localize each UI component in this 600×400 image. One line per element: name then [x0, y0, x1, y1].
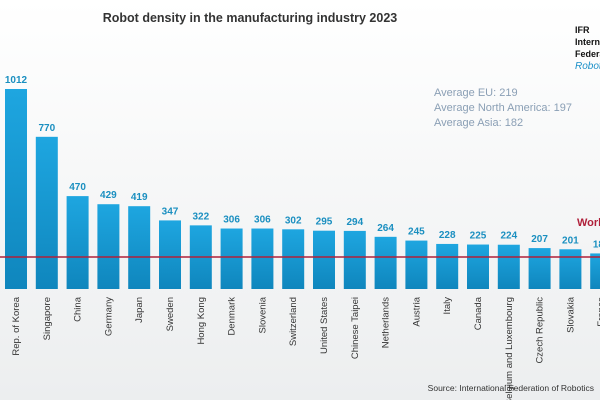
x-tick-label: Slovakia [565, 296, 576, 333]
bar [374, 236, 397, 289]
bar [220, 228, 243, 289]
x-tick-label: Slovenia [257, 296, 268, 333]
bar [467, 244, 489, 289]
x-tick-label: Canada [473, 296, 484, 330]
annotation: Average North America: 197 [434, 102, 572, 114]
x-tick-label: Singapore [42, 297, 53, 340]
bar [251, 228, 274, 289]
value-label: 419 [131, 192, 148, 203]
logo-text: Robotics [575, 61, 600, 72]
value-label: 470 [69, 182, 86, 193]
x-tick-label: Netherlands [381, 297, 392, 348]
reference-label: World average: 162 [577, 217, 600, 229]
chart-title: Robot density in the manufacturing indus… [103, 11, 398, 25]
value-label: 245 [408, 227, 425, 238]
x-tick-label: Italy [442, 297, 453, 315]
bar [313, 230, 335, 289]
bar [590, 253, 600, 289]
value-label: 306 [223, 215, 240, 226]
x-tick-label: Hong Kong [196, 297, 207, 345]
annotation: Average EU: 219 [434, 87, 518, 99]
value-label: 295 [316, 217, 333, 228]
value-label: 429 [100, 190, 117, 201]
x-tick-label: Japan [134, 297, 145, 323]
value-label: 322 [192, 211, 209, 222]
x-tick-label: Austria [411, 296, 422, 326]
bar [282, 229, 305, 289]
value-label: 201 [562, 235, 579, 246]
x-tick-label: United States [319, 297, 330, 354]
x-tick-label: Germany [103, 297, 114, 336]
bar [559, 249, 582, 289]
x-tick-label: Chinese Taipei [350, 297, 361, 359]
x-tick-label: China [73, 296, 84, 322]
value-label: 224 [500, 231, 517, 242]
value-label: 770 [38, 123, 55, 134]
bar [528, 248, 551, 289]
value-label: 1012 [5, 75, 28, 86]
logo-text: International [575, 37, 600, 47]
bar [66, 196, 89, 289]
source: Source: International Federation of Robo… [428, 383, 594, 393]
bar [35, 136, 58, 289]
bar [343, 230, 366, 289]
logo-text: Federation of [575, 49, 600, 59]
x-tick-label: Belgium and Luxembourg [504, 297, 515, 400]
value-label: 228 [439, 230, 456, 241]
value-label: 302 [285, 215, 302, 226]
annotation: Average Asia: 182 [434, 117, 523, 129]
value-label: 294 [346, 217, 363, 228]
logo-text: IFR [575, 25, 590, 35]
x-tick-label: Switzerland [288, 297, 299, 346]
bar [128, 206, 151, 289]
value-label: 180 [593, 239, 600, 250]
bar [159, 220, 181, 289]
x-tick-label: Rep. of Korea [11, 296, 22, 355]
x-tick-label: Denmark [227, 297, 238, 336]
bar [405, 240, 428, 289]
value-label: 347 [162, 206, 179, 217]
value-label: 225 [470, 231, 487, 242]
bar [436, 243, 459, 289]
bar [5, 88, 27, 289]
value-label: 264 [377, 223, 394, 234]
bar [497, 244, 520, 289]
x-tick-label: Czech Republic [535, 297, 546, 364]
bar [97, 204, 120, 289]
x-tick-label: France [596, 297, 600, 327]
value-label: 207 [531, 234, 548, 245]
value-label: 306 [254, 215, 271, 226]
x-tick-label: Sweden [165, 297, 176, 331]
